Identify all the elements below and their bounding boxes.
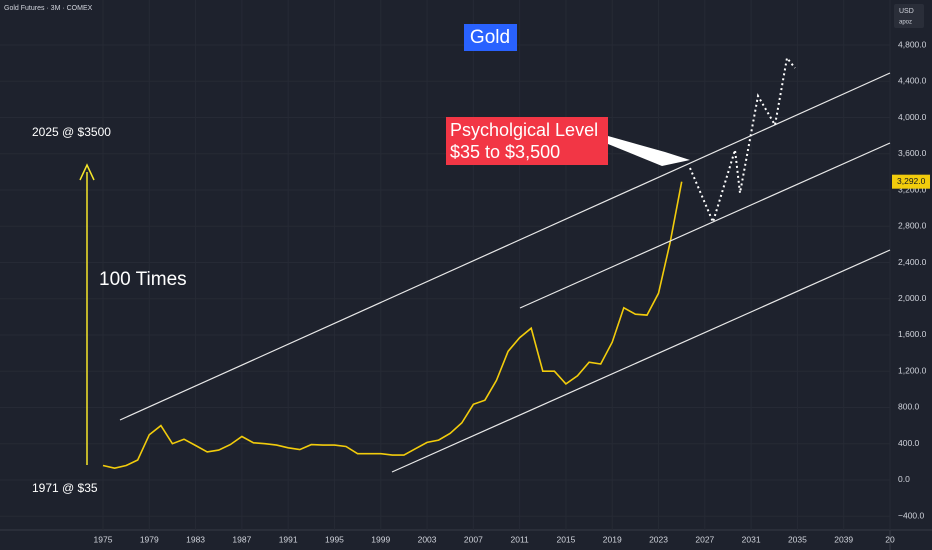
y-tick-label: 1,600.0 [898,329,927,339]
annotation-middle: 100 Times [99,269,187,290]
y-tick-label: 400.0 [898,438,920,448]
callout-line1: Psycholgical Level [450,120,598,140]
y-tick-label: 3,200.0 [898,184,927,194]
growth-arrowhead [79,163,95,181]
y-tick-label: 4,400.0 [898,76,927,86]
y-tick-label: −400.0 [898,510,925,520]
x-tick-label: 2039 [834,534,853,544]
x-tick-label: 2003 [418,534,437,544]
title-box [464,24,517,51]
x-tick-label: 2031 [742,534,761,544]
y-tick-label: 2,400.0 [898,257,927,267]
upper-channel [119,72,891,421]
x-tick-label: 2019 [603,534,622,544]
y-tick-label: 1,200.0 [898,365,927,375]
y-tick-label: 0.0 [898,474,910,484]
symbol: Gold Futures · 3M · COMEX [4,5,93,12]
annotation-top: 2025 @ $3500 [32,125,111,139]
y-tick-label: 4,000.0 [898,112,927,122]
x-tick-label: 2015 [556,534,575,544]
y-tick-label: 2,000.0 [898,293,927,303]
y-tick-label: 800.0 [898,402,920,412]
last-price-box [892,174,930,189]
currency-box[interactable] [894,4,924,28]
x-tick-label: 1979 [140,534,159,544]
x-tick-label: 2007 [464,534,483,544]
last-price-label: 3,292.0 [897,176,926,186]
x-tick-label: 2035 [788,534,807,544]
annotation-bottom: 1971 @ $35 [32,481,98,495]
callout-box [446,117,608,165]
x-tick-label: 1999 [371,534,390,544]
x-tick-label: 1975 [94,534,113,544]
price-line [102,181,683,470]
y-tick-label: 4,800.0 [898,39,927,49]
channel-lines [119,72,891,473]
x-tick-label: 2011 [511,534,530,544]
x-tick-label: 1983 [186,534,205,544]
y-tick-label: 2,800.0 [898,221,927,231]
x-tick-label: 1991 [279,534,298,544]
x-tick-label: 2023 [649,534,668,544]
currency: USD [899,8,914,15]
lower-channel [391,249,891,473]
middle-channel [519,142,891,309]
projection [689,55,796,225]
chart-title: Gold [470,27,510,48]
callout-line2: $35 to $3,500 [450,142,560,162]
x-tick-label: 2027 [695,534,714,544]
x-tick-label: 1987 [232,534,251,544]
author: apoz [899,20,912,26]
callout-arrow [608,136,690,166]
x-tick-label: 1995 [325,534,344,544]
y-tick-label: 3,600.0 [898,148,927,158]
x-tick-label: 20 [885,534,895,544]
